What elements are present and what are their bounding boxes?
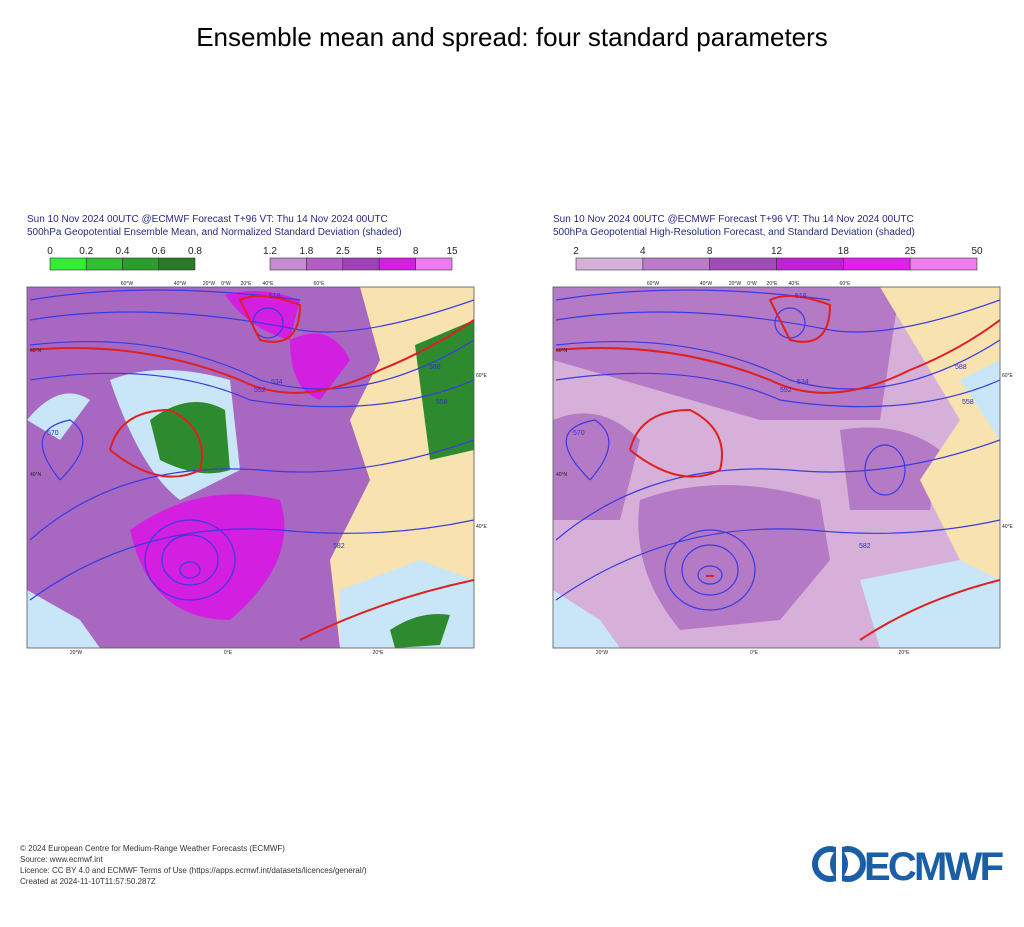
contour-label: 570 [47, 430, 59, 437]
lat-label: 40°N [556, 472, 568, 478]
lon-label: 40°W [700, 281, 713, 287]
colorbar-swatch [575, 257, 644, 271]
colorbar-label: 18 [838, 246, 850, 257]
colorbar-swatch [909, 257, 978, 271]
colorbar-label: 1.2 [263, 246, 277, 257]
lon-label: 60°W [121, 281, 134, 287]
lon-label: 20°E [767, 281, 779, 287]
map [27, 287, 474, 648]
contour-label: 570 [573, 430, 585, 437]
lon-label: 40°E [263, 281, 275, 287]
logo: ECMWF [812, 845, 1004, 889]
contour-label: 558 [436, 399, 448, 406]
colorbar-swatch [85, 257, 123, 271]
lon-label: 0°E [224, 650, 233, 656]
colorbar-label: 8 [413, 246, 419, 257]
lon-label: 60°E [476, 373, 488, 379]
colorbar-swatch [306, 257, 344, 271]
lon-label: 0°W [221, 281, 231, 287]
lon-label: 60°E [840, 281, 852, 287]
colorbar-label: 15 [446, 246, 458, 257]
lon-label: 20°E [899, 650, 911, 656]
colorbar-label: 2.5 [336, 246, 350, 257]
lon-label: 20°E [373, 650, 385, 656]
panel-header: Sun 10 Nov 2024 00UTC @ECMWF Forecast T+… [553, 214, 914, 225]
contour-label: 588 [429, 364, 441, 371]
colorbar-label: 0 [47, 246, 53, 257]
footer-line: Licence: CC BY 4.0 and ECMWF Terms of Us… [20, 866, 367, 875]
contour-label: 552 [780, 387, 792, 394]
contour-label: 558 [962, 399, 974, 406]
lat-label: 60°N [30, 348, 42, 354]
colorbar-swatch [122, 257, 160, 271]
lon-label: 40°E [476, 524, 488, 530]
logo-text: ECMWF [864, 845, 1004, 889]
contour-label: 582 [333, 543, 345, 550]
contour-label: 516 [795, 293, 807, 300]
lon-label: 60°E [1002, 373, 1014, 379]
panel-header: Sun 10 Nov 2024 00UTC @ECMWF Forecast T+… [27, 214, 388, 225]
lon-label: 60°W [647, 281, 660, 287]
contour-label: 588 [955, 364, 967, 371]
colorbar-label: 2 [573, 246, 579, 257]
colorbar-label: 0.8 [188, 246, 202, 257]
colorbar-swatch [415, 257, 453, 271]
colorbar-label: 1.8 [299, 246, 313, 257]
map [553, 287, 1000, 648]
colorbar-label: 5 [376, 246, 382, 257]
colorbar-swatch [642, 257, 710, 271]
colorbar-label: 0.6 [152, 246, 166, 257]
lon-label: 0°W [747, 281, 757, 287]
lon-label: 40°E [1002, 524, 1014, 530]
lon-label: 40°W [174, 281, 187, 287]
colorbar-swatch [269, 257, 307, 271]
contour-label: 582 [859, 543, 871, 550]
contour-label: 534 [797, 379, 809, 386]
contour-label: 534 [271, 379, 283, 386]
footer-line: © 2024 European Centre for Medium-Range … [20, 844, 285, 853]
lon-label: 0°E [750, 650, 759, 656]
lon-label: 60°E [314, 281, 326, 287]
lon-label: 20°W [203, 281, 216, 287]
colorbar-label: 12 [771, 246, 783, 257]
colorbar-label: 25 [905, 246, 917, 257]
footer-line: Source: www.ecmwf.int [20, 855, 103, 864]
colorbar-label: 4 [640, 246, 646, 257]
colorbar-label: 0.4 [116, 246, 130, 257]
colorbar-swatch [843, 257, 911, 271]
lon-label: 20°E [241, 281, 253, 287]
lon-label: 40°E [789, 281, 801, 287]
colorbar-swatch [378, 257, 416, 271]
lon-label: 20°W [70, 650, 83, 656]
panel-header: 500hPa Geopotential Ensemble Mean, and N… [27, 227, 402, 238]
lon-label: 20°W [729, 281, 742, 287]
contour-label: 516 [269, 293, 281, 300]
colorbar-label: 50 [971, 246, 983, 257]
title: Ensemble mean and spread: four standard … [196, 22, 828, 52]
footer-line: Created at 2024-11-10T11:57:50.287Z [20, 877, 156, 886]
colorbar-swatch [342, 257, 380, 271]
contour-label: 552 [254, 387, 266, 394]
lon-label: 20°W [596, 650, 609, 656]
colorbar-swatch [158, 257, 196, 271]
panel-header: 500hPa Geopotential High-Resolution Fore… [553, 227, 915, 238]
colorbar-swatch [776, 257, 844, 271]
colorbar-swatch [709, 257, 777, 271]
lat-label: 60°N [556, 348, 568, 354]
colorbar-label: 8 [707, 246, 713, 257]
colorbar-swatch [49, 257, 87, 271]
colorbar-label: 0.2 [79, 246, 93, 257]
lat-label: 40°N [30, 472, 42, 478]
